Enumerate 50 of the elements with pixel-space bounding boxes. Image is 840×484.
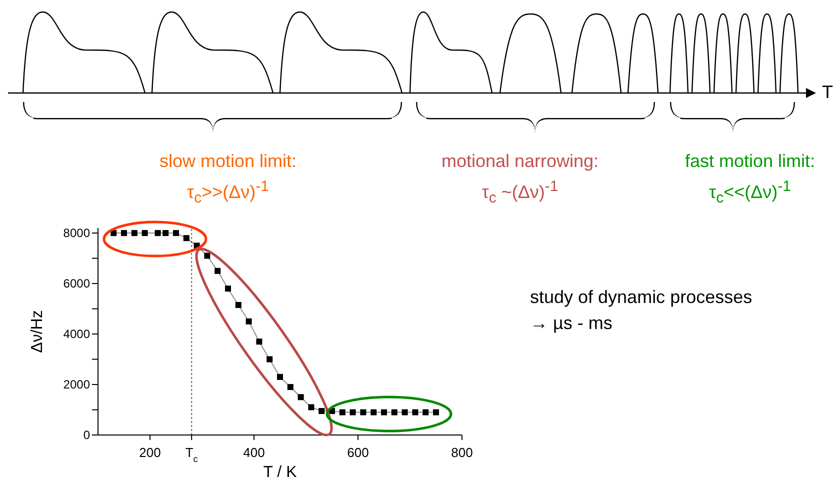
text: motional narrowing: bbox=[441, 150, 599, 172]
point bbox=[204, 252, 210, 259]
point bbox=[266, 356, 273, 362]
y-tick-label: 0 bbox=[83, 428, 90, 442]
text: → µs - ms bbox=[530, 312, 612, 334]
text: slow motion limit: bbox=[159, 150, 297, 172]
point bbox=[256, 338, 262, 345]
text: T bbox=[822, 81, 833, 103]
y-axis-title: Δν/Hz bbox=[29, 310, 46, 353]
point bbox=[370, 409, 377, 416]
point bbox=[360, 409, 366, 416]
x-axis-title: T / K bbox=[263, 464, 298, 481]
point bbox=[412, 409, 418, 416]
point bbox=[350, 409, 356, 416]
point bbox=[162, 230, 169, 236]
text: τ$_{c}$>>(Δν)$^{-1}$ bbox=[186, 177, 270, 209]
x-tick-label: 200 bbox=[139, 445, 161, 460]
y-tick-label: 2000 bbox=[63, 378, 90, 392]
x-tick-label: 800 bbox=[451, 445, 473, 460]
point bbox=[422, 409, 429, 416]
point bbox=[287, 384, 294, 390]
point bbox=[308, 404, 314, 410]
point bbox=[246, 318, 252, 324]
point bbox=[173, 230, 179, 236]
y-tick-label: 4000 bbox=[63, 327, 90, 342]
point bbox=[183, 235, 190, 242]
text: τ$_{c}$<<(Δν)$^{-1}$ bbox=[708, 177, 792, 209]
point bbox=[318, 408, 325, 414]
point bbox=[402, 409, 408, 416]
point bbox=[339, 409, 346, 416]
point bbox=[214, 268, 221, 274]
x-tick-label: 400 bbox=[243, 445, 265, 460]
point bbox=[121, 230, 127, 236]
point bbox=[391, 409, 398, 416]
point bbox=[131, 230, 138, 236]
x-tick-label: 600 bbox=[347, 445, 369, 460]
text: τ$_{c}$ ~(Δν)$^{-1}$ bbox=[482, 177, 558, 209]
point bbox=[142, 230, 148, 236]
y-tick-label: 8000 bbox=[63, 226, 90, 240]
text: study of dynamic processes bbox=[530, 286, 752, 308]
point bbox=[235, 302, 242, 308]
point bbox=[225, 286, 231, 292]
point bbox=[298, 394, 304, 400]
point bbox=[381, 409, 387, 416]
text: fast motion limit: bbox=[684, 150, 816, 172]
x-tick-label: T$_{c}$ bbox=[185, 445, 198, 464]
point bbox=[154, 230, 161, 236]
point bbox=[433, 409, 439, 416]
point bbox=[277, 374, 283, 380]
y-tick-label: 6000 bbox=[63, 276, 90, 291]
